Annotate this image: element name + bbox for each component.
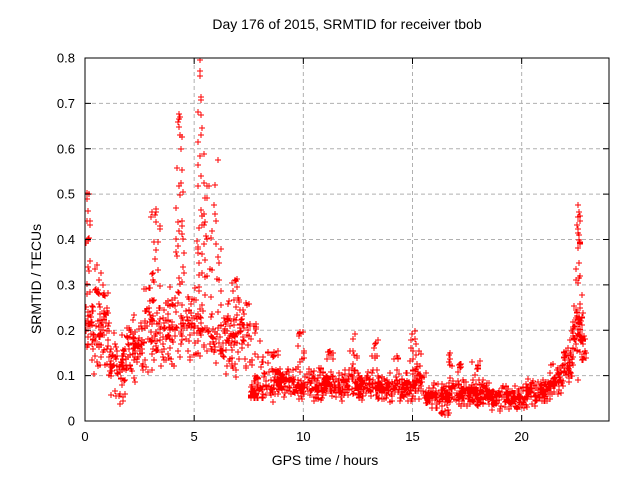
- y-tick-label: 0.6: [57, 141, 75, 156]
- y-tick-label: 0.2: [57, 323, 75, 338]
- y-tick-label: 0.1: [57, 368, 75, 383]
- y-tick-label: 0: [68, 414, 75, 429]
- chart-title: Day 176 of 2015, SRMTID for receiver tbo…: [212, 16, 482, 32]
- x-tick-label: 5: [191, 429, 198, 444]
- x-tick-label: 10: [296, 429, 310, 444]
- x-axis-label: GPS time / hours: [271, 452, 379, 468]
- y-tick-label: 0.5: [57, 187, 75, 202]
- y-tick-label: 0.7: [57, 96, 75, 111]
- x-tick-label: 0: [81, 429, 88, 444]
- y-tick-label: 0.8: [57, 51, 75, 66]
- x-tick-label: 20: [514, 429, 528, 444]
- y-tick-label: 0.3: [57, 277, 75, 292]
- x-tick-label: 15: [405, 429, 419, 444]
- data-points: [85, 58, 589, 418]
- y-tick-label: 0.4: [57, 232, 75, 247]
